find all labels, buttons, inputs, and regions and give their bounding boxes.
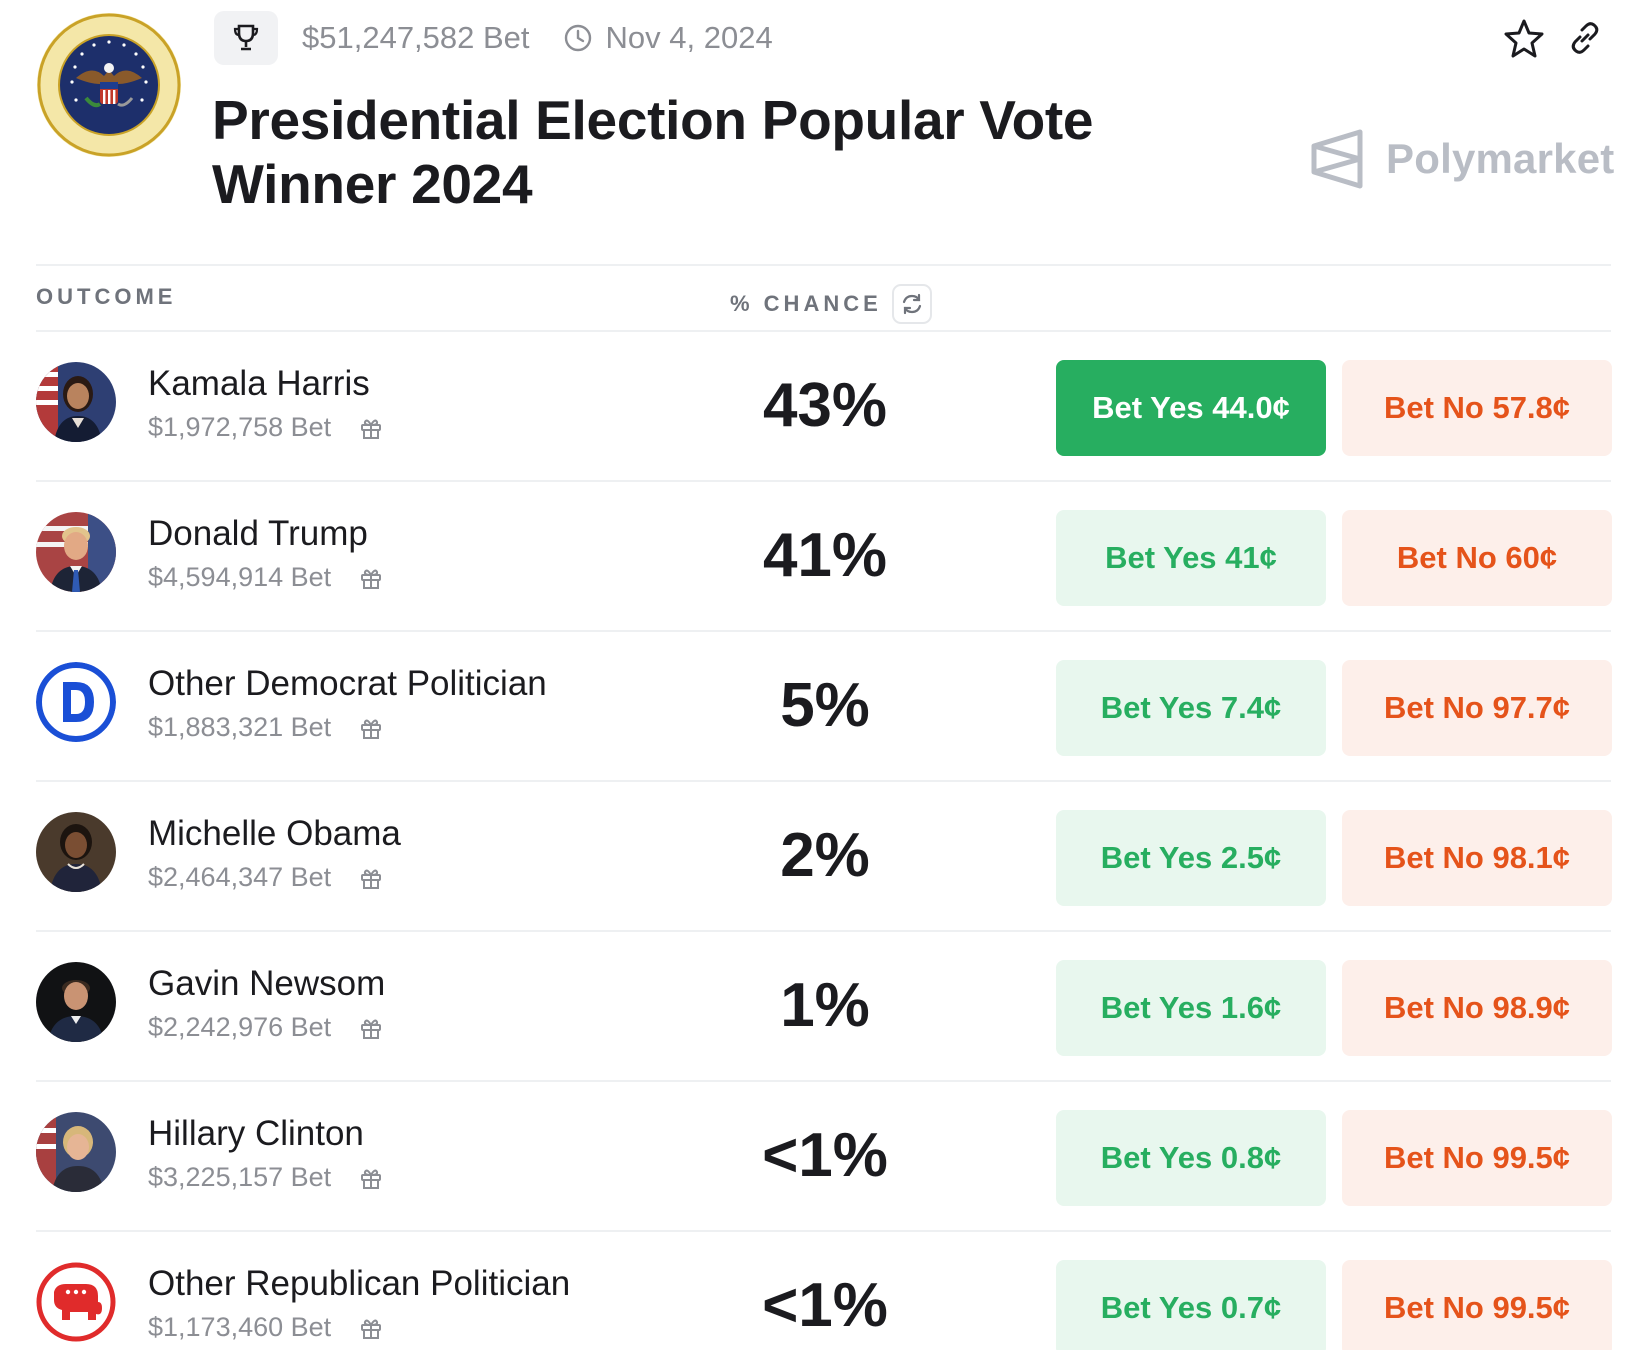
row-divider: [36, 630, 1611, 632]
outcome-row-hillary-clinton: Hillary Clinton $3,225,157 Bet <1% Bet Y…: [0, 1082, 1647, 1232]
outcome-volume-line: $1,173,460 Bet: [148, 1312, 383, 1343]
republican-logo-icon: [36, 1262, 116, 1342]
column-header-outcome: OUTCOME: [36, 284, 177, 309]
outcome-volume-line: $1,972,758 Bet: [148, 412, 383, 443]
outcome-name[interactable]: Other Democrat Politician: [148, 664, 547, 703]
outcome-row-kamala-harris: Kamala Harris $1,972,758 Bet 43% Bet Yes…: [0, 332, 1647, 482]
bet-no-button[interactable]: Bet No 99.5¢: [1342, 1110, 1612, 1206]
outcome-name[interactable]: Hillary Clinton: [148, 1114, 364, 1153]
total-volume: $51,247,582 Bet: [302, 20, 530, 55]
avatar-michelle-obama: [36, 812, 116, 892]
outcome-row-donald-trump: Donald Trump $4,594,914 Bet 41% Bet Yes …: [0, 482, 1647, 632]
bet-no-button[interactable]: Bet No 97.7¢: [1342, 660, 1612, 756]
outcome-chance: <1%: [762, 1121, 888, 1190]
gift-icon[interactable]: [359, 1316, 383, 1340]
clock-icon: [564, 24, 592, 52]
bet-no-button[interactable]: Bet No 57.8¢: [1342, 360, 1612, 456]
gift-icon[interactable]: [359, 566, 383, 590]
presidential-seal-image: [36, 12, 182, 158]
bet-no-button[interactable]: Bet No 99.5¢: [1342, 1260, 1612, 1350]
avatar-kamala-harris: [36, 362, 116, 442]
link-icon: [1571, 22, 1599, 54]
outcome-row-gavin-newsom: Gavin Newsom $2,242,976 Bet 1% Bet Yes 1…: [0, 932, 1647, 1082]
polymarket-brand: Polymarket: [1310, 128, 1614, 190]
row-divider: [36, 1080, 1611, 1082]
outcome-volume-line: $2,242,976 Bet: [148, 1012, 383, 1043]
outcome-volume: $4,594,914 Bet: [148, 562, 332, 592]
outcome-chance: 41%: [762, 521, 888, 590]
avatar-gavin-newsom: [36, 962, 116, 1042]
trophy-icon: [214, 11, 278, 65]
end-date: Nov 4, 2024: [605, 20, 773, 55]
outcome-volume: $2,242,976 Bet: [148, 1012, 332, 1042]
outcome-volume: $1,972,758 Bet: [148, 412, 332, 442]
outcome-volume: $1,883,321 Bet: [148, 712, 332, 742]
bet-no-button[interactable]: Bet No 60¢: [1342, 510, 1612, 606]
page-title: Presidential Election Popular Vote Winne…: [212, 89, 1094, 215]
avatar-hillary-clinton: [36, 1112, 116, 1192]
column-header-divider: [36, 330, 1611, 332]
gift-icon[interactable]: [359, 866, 383, 890]
star-icon: [1504, 19, 1544, 58]
outcome-name[interactable]: Donald Trump: [148, 514, 368, 553]
outcome-name[interactable]: Kamala Harris: [148, 364, 370, 403]
outcome-volume: $2,464,347 Bet: [148, 862, 332, 892]
bet-yes-button[interactable]: Bet Yes 1.6¢: [1056, 960, 1326, 1056]
outcome-row-other-democrat: Other Democrat Politician $1,883,321 Bet…: [0, 632, 1647, 782]
market-header: $51,247,582 Bet Nov 4, 2024 Presidential…: [0, 0, 1647, 250]
outcome-volume-line: $2,464,347 Bet: [148, 862, 383, 893]
outcome-volume-line: $3,225,157 Bet: [148, 1162, 383, 1193]
outcome-name[interactable]: Other Republican Politician: [148, 1264, 571, 1303]
column-header-chance: % CHANCE: [730, 284, 932, 324]
outcome-name[interactable]: Michelle Obama: [148, 814, 401, 853]
outcome-name[interactable]: Gavin Newsom: [148, 964, 386, 1003]
column-header-chance-label: % CHANCE: [730, 291, 882, 316]
refresh-button[interactable]: [891, 284, 932, 324]
outcome-chance: 2%: [780, 821, 870, 890]
outcome-volume-line: $1,883,321 Bet: [148, 712, 383, 743]
bet-yes-button[interactable]: Bet Yes 41¢: [1056, 510, 1326, 606]
row-divider: [36, 480, 1611, 482]
brand-name: Polymarket: [1386, 135, 1615, 182]
gift-icon[interactable]: [359, 1016, 383, 1040]
outcome-volume: $1,173,460 Bet: [148, 1312, 332, 1342]
polymarket-logo-icon: [1311, 129, 1363, 189]
outcome-row-other-republican: Other Republican Politician $1,173,460 B…: [0, 1232, 1647, 1350]
row-divider: [36, 930, 1611, 932]
copy-link-button[interactable]: [1563, 16, 1607, 60]
refresh-icon: [902, 293, 921, 315]
gift-icon[interactable]: [359, 416, 383, 440]
gift-icon[interactable]: [359, 1166, 383, 1190]
bet-yes-button[interactable]: Bet Yes 0.8¢: [1056, 1110, 1326, 1206]
gift-icon[interactable]: [359, 716, 383, 740]
outcome-volume: $3,225,157 Bet: [148, 1162, 332, 1192]
outcome-chance: 5%: [780, 671, 870, 740]
bet-yes-button[interactable]: Bet Yes 44.0¢: [1056, 360, 1326, 456]
outcome-row-michelle-obama: Michelle Obama $2,464,347 Bet 2% Bet Yes…: [0, 782, 1647, 932]
row-divider: [36, 780, 1611, 782]
market-meta: $51,247,582 Bet Nov 4, 2024: [214, 10, 773, 66]
bet-no-button[interactable]: Bet No 98.1¢: [1342, 810, 1612, 906]
outcome-volume-line: $4,594,914 Bet: [148, 562, 383, 593]
outcome-chance: <1%: [762, 1271, 888, 1340]
outcome-chance: 1%: [780, 971, 870, 1040]
bet-yes-button[interactable]: Bet Yes 7.4¢: [1056, 660, 1326, 756]
outcome-chance: 43%: [762, 371, 888, 440]
header-divider: [36, 264, 1611, 266]
democrat-logo-icon: [36, 662, 116, 742]
row-divider: [36, 1230, 1611, 1232]
bet-yes-button[interactable]: Bet Yes 2.5¢: [1056, 810, 1326, 906]
bet-no-button[interactable]: Bet No 98.9¢: [1342, 960, 1612, 1056]
favorite-button[interactable]: [1502, 16, 1546, 60]
avatar-donald-trump: [36, 512, 116, 592]
bet-yes-button[interactable]: Bet Yes 0.7¢: [1056, 1260, 1326, 1350]
